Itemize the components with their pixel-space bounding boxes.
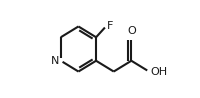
Text: OH: OH (150, 67, 168, 77)
Text: F: F (107, 21, 114, 31)
Text: N: N (51, 56, 59, 66)
Text: O: O (127, 26, 136, 36)
